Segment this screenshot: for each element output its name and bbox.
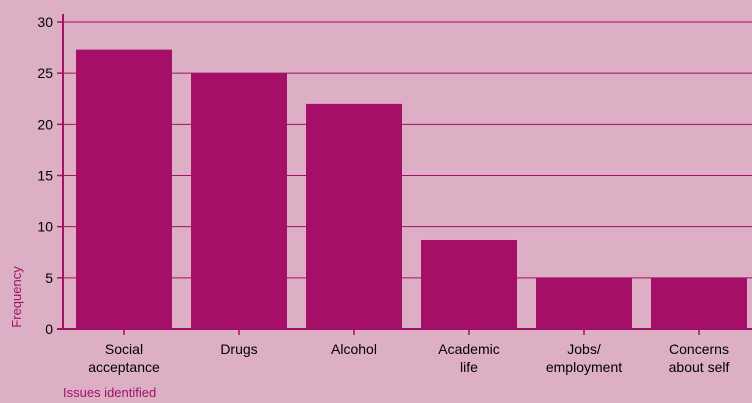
x-category-label-line: Drugs [220,341,257,357]
x-category-label: Drugs [220,341,257,357]
y-tick-label: 0 [45,321,53,337]
x-category-label-line: employment [546,359,622,375]
x-category-label: Alcohol [331,341,377,357]
y-tick-label: 20 [37,116,53,132]
y-tick-label: 25 [37,65,53,81]
x-category-labels: Social acceptance Drugs Alcohol Academic life… [88,329,729,375]
x-category-label: Academic life [438,341,499,375]
x-category-label-line: acceptance [88,359,160,375]
bar [76,49,172,329]
bar [191,73,287,330]
y-tick-labels: 0 5 10 15 20 25 30 [37,14,63,337]
gridlines [63,21,752,279]
y-tick-label: 10 [37,219,53,235]
y-tick-label: 5 [45,270,53,286]
x-category-label-line: life [460,359,478,375]
x-category-label-line: about self [669,359,730,375]
x-axis-title: Issues identified [63,385,156,400]
y-axis-title: Frequency [9,266,24,328]
bar [651,277,747,329]
x-category-label: Jobs/employment [546,341,622,375]
bar [306,103,402,329]
x-category-label-line: Academic [438,341,499,357]
bar [536,277,632,329]
bar [421,239,517,329]
x-category-label-line: Alcohol [331,341,377,357]
axes [57,14,752,330]
x-category-label-line: Concerns [669,341,729,357]
x-category-label-line: Social [105,341,143,357]
x-category-label: Concerns about self [669,341,730,375]
y-tick-label: 30 [37,14,53,30]
x-category-label: Social acceptance [88,341,160,375]
x-category-label-line: Jobs/ [567,341,601,357]
y-tick-label: 15 [37,168,53,184]
bars [76,49,747,330]
